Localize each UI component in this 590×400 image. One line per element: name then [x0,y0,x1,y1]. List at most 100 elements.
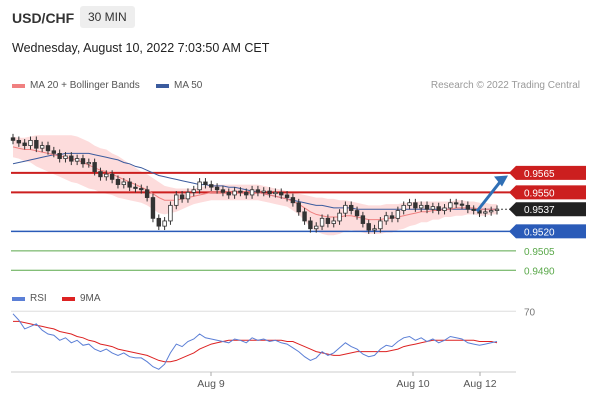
candle-body [191,189,196,193]
candle-body [45,145,51,152]
candle-body [127,181,132,188]
candle-body [22,142,27,146]
candle-body [453,202,459,205]
candle-body [255,189,261,193]
x-tick-label: Aug 10 [396,378,429,390]
candle-body [34,139,39,149]
candle-body [16,139,22,144]
candle-body [51,150,57,154]
candle-body [331,220,336,224]
candle-body [214,186,220,191]
candle-body [92,162,97,172]
candle-body [384,215,389,222]
ma50-label: MA 50 [174,80,203,91]
ma9-line [13,320,498,363]
candle-body [28,139,33,146]
level-label-resistance: 0.9550 [524,188,555,199]
level-badge-resistance [516,185,586,200]
level-label-target: 0.9490 [524,266,555,277]
candle-body [296,202,301,213]
candle-body [115,178,121,185]
candle-body [343,204,348,214]
candle-body [302,211,307,222]
candle-body [144,189,150,198]
ma20-label: MA 20 + Bollinger Bands [30,80,140,91]
x-tick-label: Aug 12 [463,378,496,390]
candle-body [448,202,453,209]
legend-ma50: MA 50 [156,80,202,91]
candle-body [98,171,103,178]
level-pointer-current [509,202,516,217]
rsi-tick-label: 70 [524,307,536,318]
candle-body [174,194,179,206]
candle-body [209,184,214,188]
candle-body [465,204,471,210]
candle-body [168,204,173,222]
candle-body [349,204,354,211]
candle-body [488,210,494,213]
candle-body [109,173,115,180]
level-label-target: 0.9505 [524,247,555,258]
candle-body [471,208,476,211]
candle-body [57,152,62,159]
candle-body [413,202,418,209]
candle-body [133,186,138,189]
candle-body [314,225,319,230]
ma50-line [12,152,497,210]
candle-body [139,188,144,191]
ma9-swatch [62,296,75,301]
candle-body [273,191,278,195]
candle-body [430,206,436,210]
candle-body [494,208,500,211]
candle-body [483,211,488,214]
bollinger-band [13,135,497,236]
candle-body [10,137,16,141]
candle-body [74,158,80,162]
ma50-swatch [156,83,169,88]
candle-body [232,190,237,196]
candle-body [366,223,371,231]
candle-body [86,162,92,165]
candle-body [162,220,167,227]
level-badge-resistance [516,165,586,180]
candle-body [249,189,255,196]
header: USD/CHF 30 MIN [0,0,590,38]
level-label-current: 0.9537 [524,205,555,216]
candle-body [308,220,313,230]
candle-body [197,181,202,191]
candle-body [226,191,231,196]
projection-arrow [475,178,504,213]
candle-body [203,181,208,185]
candle-body [104,173,109,178]
legend-ma20: MA 20 + Bollinger Bands [12,80,140,91]
candle-body [267,190,272,195]
candle-body [319,217,325,227]
candle-body [325,217,331,224]
candle-body [442,207,447,211]
timeframe-button[interactable]: 30 MIN [80,6,135,28]
projection-arrowhead [494,175,508,187]
candles [10,133,500,234]
candle-body [261,190,266,193]
candle-body [395,210,401,219]
level-pointer-support [509,224,516,239]
candle-body [185,191,191,200]
candle-body [69,155,74,162]
candle-body [418,204,424,209]
ma20-swatch [12,83,25,88]
candle-body [360,215,366,224]
candle-body [150,197,156,219]
candle-body [372,228,377,231]
ma9-label: 9MA [80,293,101,304]
rsi-label: RSI [30,293,47,304]
candle-body [378,220,383,230]
symbol-title: USD/CHF [12,10,75,26]
rsi-swatch [12,296,25,301]
candle-body [477,210,482,214]
level-label-support: 0.9520 [524,227,555,238]
candle-body [220,189,226,193]
timestamp: Wednesday, August 10, 2022 7:03:50 AM CE… [12,41,270,55]
candle-body [389,215,395,219]
rsi-line [12,313,498,370]
